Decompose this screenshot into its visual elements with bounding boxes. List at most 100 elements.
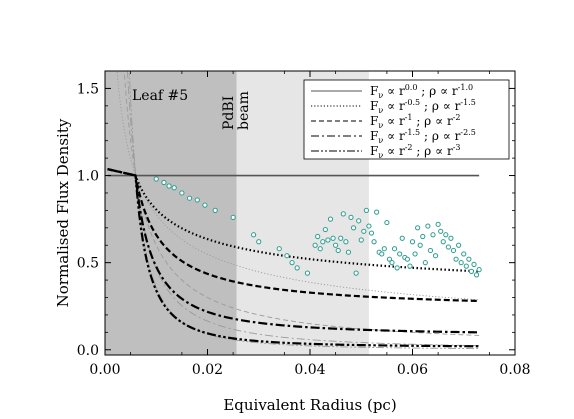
data-point (438, 228, 444, 234)
convolved-curve-dashdot (107, 168, 480, 334)
data-point (338, 235, 344, 241)
data-point (458, 260, 464, 266)
axis-ticks: 0.00 0.02 0.04 0.06 0.08 0.0 0.5 1.0 1.5 (77, 71, 531, 378)
beam-label-2: beam (236, 91, 252, 130)
data-point (427, 247, 434, 254)
legend-entry-0: Fν ∝ r0.0 ; ρ ∝ r-1.0 (370, 83, 473, 100)
data-point (340, 211, 346, 217)
data-point (471, 261, 477, 267)
data-point (409, 239, 416, 245)
plot-area (105, 71, 482, 355)
data-point (440, 239, 446, 245)
data-point (186, 195, 193, 201)
thin-curve-2 (127, 71, 480, 347)
y-tick-label: 1.0 (77, 169, 99, 185)
data-point (386, 256, 393, 262)
data-point (381, 246, 387, 252)
data-point (202, 202, 208, 208)
data-point (379, 251, 385, 257)
legend-entry-3: Fν ∝ r-1.5 ; ρ ∝ r-2.5 (370, 128, 476, 145)
data-point (312, 242, 318, 248)
data-point (358, 237, 364, 243)
data-point (450, 247, 457, 254)
thin-curve-1 (123, 71, 480, 336)
data-point (461, 251, 467, 257)
beam-label-1: PdBI (221, 96, 237, 130)
data-point (251, 232, 257, 238)
thin-curve-0 (116, 71, 480, 301)
data-point (366, 223, 372, 229)
data-point (430, 232, 436, 238)
convolved-curve-dashed (107, 168, 480, 303)
thin-model-curves (116, 71, 480, 350)
data-point (422, 260, 428, 266)
legend-entry-2: Fν ∝ r-1 ; ρ ∝ r-2 (370, 113, 461, 130)
convolved-curve-dashdotdot (107, 168, 480, 348)
data-point (412, 251, 418, 257)
data-point (397, 251, 403, 257)
data-point (294, 265, 300, 271)
data-point (343, 239, 349, 245)
data-point (161, 179, 167, 186)
data-point (389, 260, 395, 266)
data-point (353, 270, 359, 276)
data-point (171, 185, 177, 191)
legend-entry-1: Fν ∝ r-0.5 ; ρ ∝ r-1.5 (370, 98, 476, 115)
data-point (276, 246, 282, 252)
data-point (466, 256, 472, 262)
observed-points (153, 176, 482, 278)
y-tick-label: 0.0 (77, 343, 99, 359)
data-point (445, 244, 451, 250)
x-tick-label: 0.04 (294, 362, 325, 378)
data-point (304, 270, 311, 276)
data-point (399, 235, 405, 241)
data-point (453, 256, 459, 262)
data-point (394, 265, 400, 271)
data-point (317, 246, 323, 252)
data-point (348, 214, 354, 220)
data-point (356, 218, 362, 224)
data-point (284, 253, 290, 259)
data-point (345, 249, 352, 255)
data-point (363, 207, 369, 213)
convolved-curves (107, 168, 480, 348)
data-point (194, 197, 200, 203)
data-point (212, 207, 218, 213)
data-point (289, 260, 295, 266)
data-point (425, 223, 431, 229)
data-point (371, 239, 377, 245)
data-point (320, 239, 326, 245)
shaded-region-0 (105, 71, 237, 355)
data-point (333, 242, 339, 248)
data-point (415, 225, 421, 231)
data-point (256, 239, 262, 245)
data-point (327, 216, 334, 222)
y-axis-label: Normalised Flux Density (54, 118, 72, 307)
data-point (420, 233, 426, 240)
x-tick-label: 0.06 (397, 362, 428, 378)
data-point (325, 237, 331, 243)
data-point (330, 235, 336, 241)
data-point (463, 263, 469, 269)
y-tick-label: 1.5 (77, 81, 99, 97)
x-tick-label: 0.02 (192, 362, 223, 378)
y-tick-label: 0.5 (77, 256, 99, 272)
data-point (368, 230, 375, 236)
data-point (391, 246, 398, 252)
data-point (435, 221, 441, 227)
legend-entry-4: Fν ∝ r-2 ; ρ ∝ r-3 (370, 143, 461, 160)
data-point (335, 247, 341, 254)
x-tick-label: 0.00 (89, 362, 120, 378)
data-point (473, 272, 480, 278)
leaf-label: Leaf #5 (132, 88, 188, 104)
x-axis-label: Equivalent Radius (pc) (223, 396, 396, 414)
data-point (468, 268, 475, 274)
data-point (432, 253, 439, 259)
data-point (179, 190, 185, 196)
thin-curve-3 (128, 71, 480, 350)
convolved-curve-dotted (107, 168, 480, 273)
data-point (448, 235, 454, 241)
legend-box (303, 79, 510, 160)
data-point (404, 256, 410, 262)
